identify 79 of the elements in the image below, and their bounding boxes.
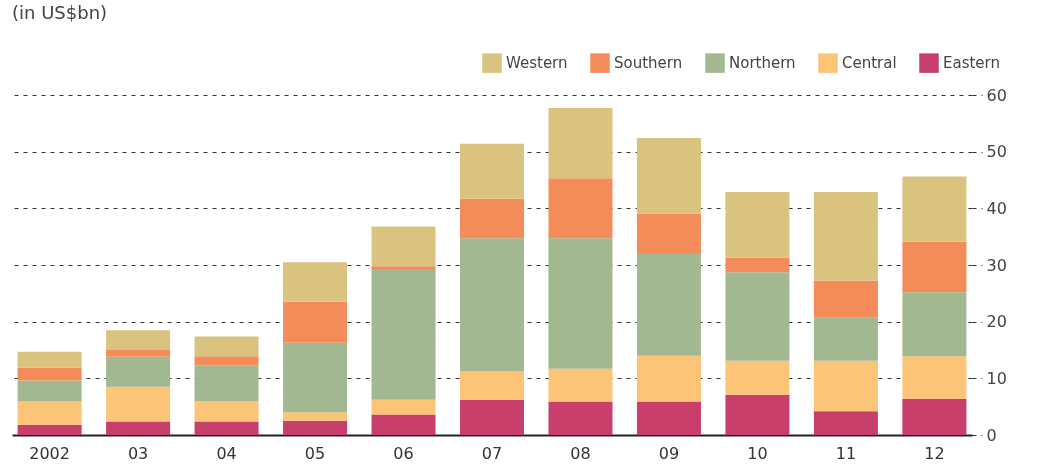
bar bbox=[902, 292, 967, 357]
bar bbox=[194, 336, 259, 357]
bar bbox=[371, 268, 436, 400]
bar bbox=[548, 108, 613, 179]
bar bbox=[813, 191, 878, 281]
bar bbox=[371, 266, 436, 269]
bar bbox=[194, 421, 259, 435]
bar bbox=[813, 317, 878, 361]
bar bbox=[725, 272, 790, 361]
bar bbox=[636, 213, 701, 254]
bar bbox=[283, 420, 348, 435]
x-tick-label: 07 bbox=[481, 443, 503, 463]
bar bbox=[371, 414, 436, 435]
bar bbox=[194, 356, 259, 366]
legend-label: Western bbox=[506, 54, 568, 73]
bar bbox=[460, 371, 524, 400]
legend-label: Northern bbox=[729, 54, 796, 73]
bar bbox=[902, 356, 967, 399]
bar bbox=[902, 398, 967, 435]
x-tick-label: 06 bbox=[393, 443, 414, 463]
y-tick-label: 0 bbox=[986, 425, 997, 445]
bar bbox=[725, 360, 790, 395]
x-tick-label: 11 bbox=[835, 443, 857, 463]
x-tick-label: 10 bbox=[747, 443, 768, 463]
y-tick-label: 10 bbox=[986, 368, 1007, 388]
bar bbox=[371, 399, 436, 415]
bar bbox=[548, 178, 613, 239]
bar bbox=[813, 411, 878, 435]
bar bbox=[902, 241, 967, 293]
bar bbox=[17, 367, 82, 381]
legend-label: Central bbox=[842, 54, 897, 73]
bar bbox=[283, 412, 348, 421]
bar bbox=[725, 191, 790, 258]
bar bbox=[106, 386, 171, 422]
bar bbox=[17, 424, 82, 435]
bar bbox=[725, 394, 790, 435]
bar bbox=[636, 401, 701, 435]
x-tick-label: 2002 bbox=[29, 443, 70, 463]
x-tick-label: 05 bbox=[304, 443, 326, 463]
bar bbox=[548, 401, 613, 435]
bar bbox=[194, 365, 259, 402]
bar bbox=[106, 330, 171, 350]
bar bbox=[17, 380, 82, 402]
legend-label: Eastern bbox=[943, 54, 1001, 73]
x-tick-label: 09 bbox=[658, 443, 680, 463]
bar bbox=[371, 226, 436, 267]
bar bbox=[460, 198, 524, 239]
bar bbox=[17, 401, 82, 425]
y-tick-label: 40 bbox=[986, 198, 1007, 218]
bar bbox=[460, 143, 524, 199]
x-tick-label: 03 bbox=[127, 443, 149, 463]
chart-subtitle: (in US$bn) bbox=[12, 2, 108, 23]
bar bbox=[194, 401, 259, 422]
bar bbox=[283, 262, 348, 302]
bar bbox=[283, 342, 348, 413]
bar bbox=[725, 257, 790, 273]
bar bbox=[813, 360, 878, 412]
bar bbox=[106, 421, 171, 435]
x-tick-label: 04 bbox=[216, 443, 237, 463]
bar bbox=[902, 176, 967, 242]
bar bbox=[548, 238, 613, 369]
bar bbox=[636, 355, 701, 402]
y-tick-label: 60 bbox=[986, 85, 1007, 105]
bar bbox=[636, 253, 701, 356]
x-tick-label: 08 bbox=[570, 443, 591, 463]
bar bbox=[460, 238, 524, 372]
bar bbox=[106, 356, 171, 387]
bar bbox=[106, 350, 171, 357]
bar bbox=[17, 351, 82, 368]
y-tick-label: 50 bbox=[986, 142, 1007, 162]
y-tick-label: 20 bbox=[986, 312, 1007, 332]
bar bbox=[460, 399, 524, 435]
bar bbox=[813, 280, 878, 318]
y-tick-label: 30 bbox=[986, 255, 1007, 275]
bar bbox=[283, 301, 348, 343]
x-tick-label: 12 bbox=[924, 443, 945, 463]
bar bbox=[636, 138, 701, 214]
legend-label: Southern bbox=[614, 54, 683, 73]
bar bbox=[548, 368, 613, 402]
